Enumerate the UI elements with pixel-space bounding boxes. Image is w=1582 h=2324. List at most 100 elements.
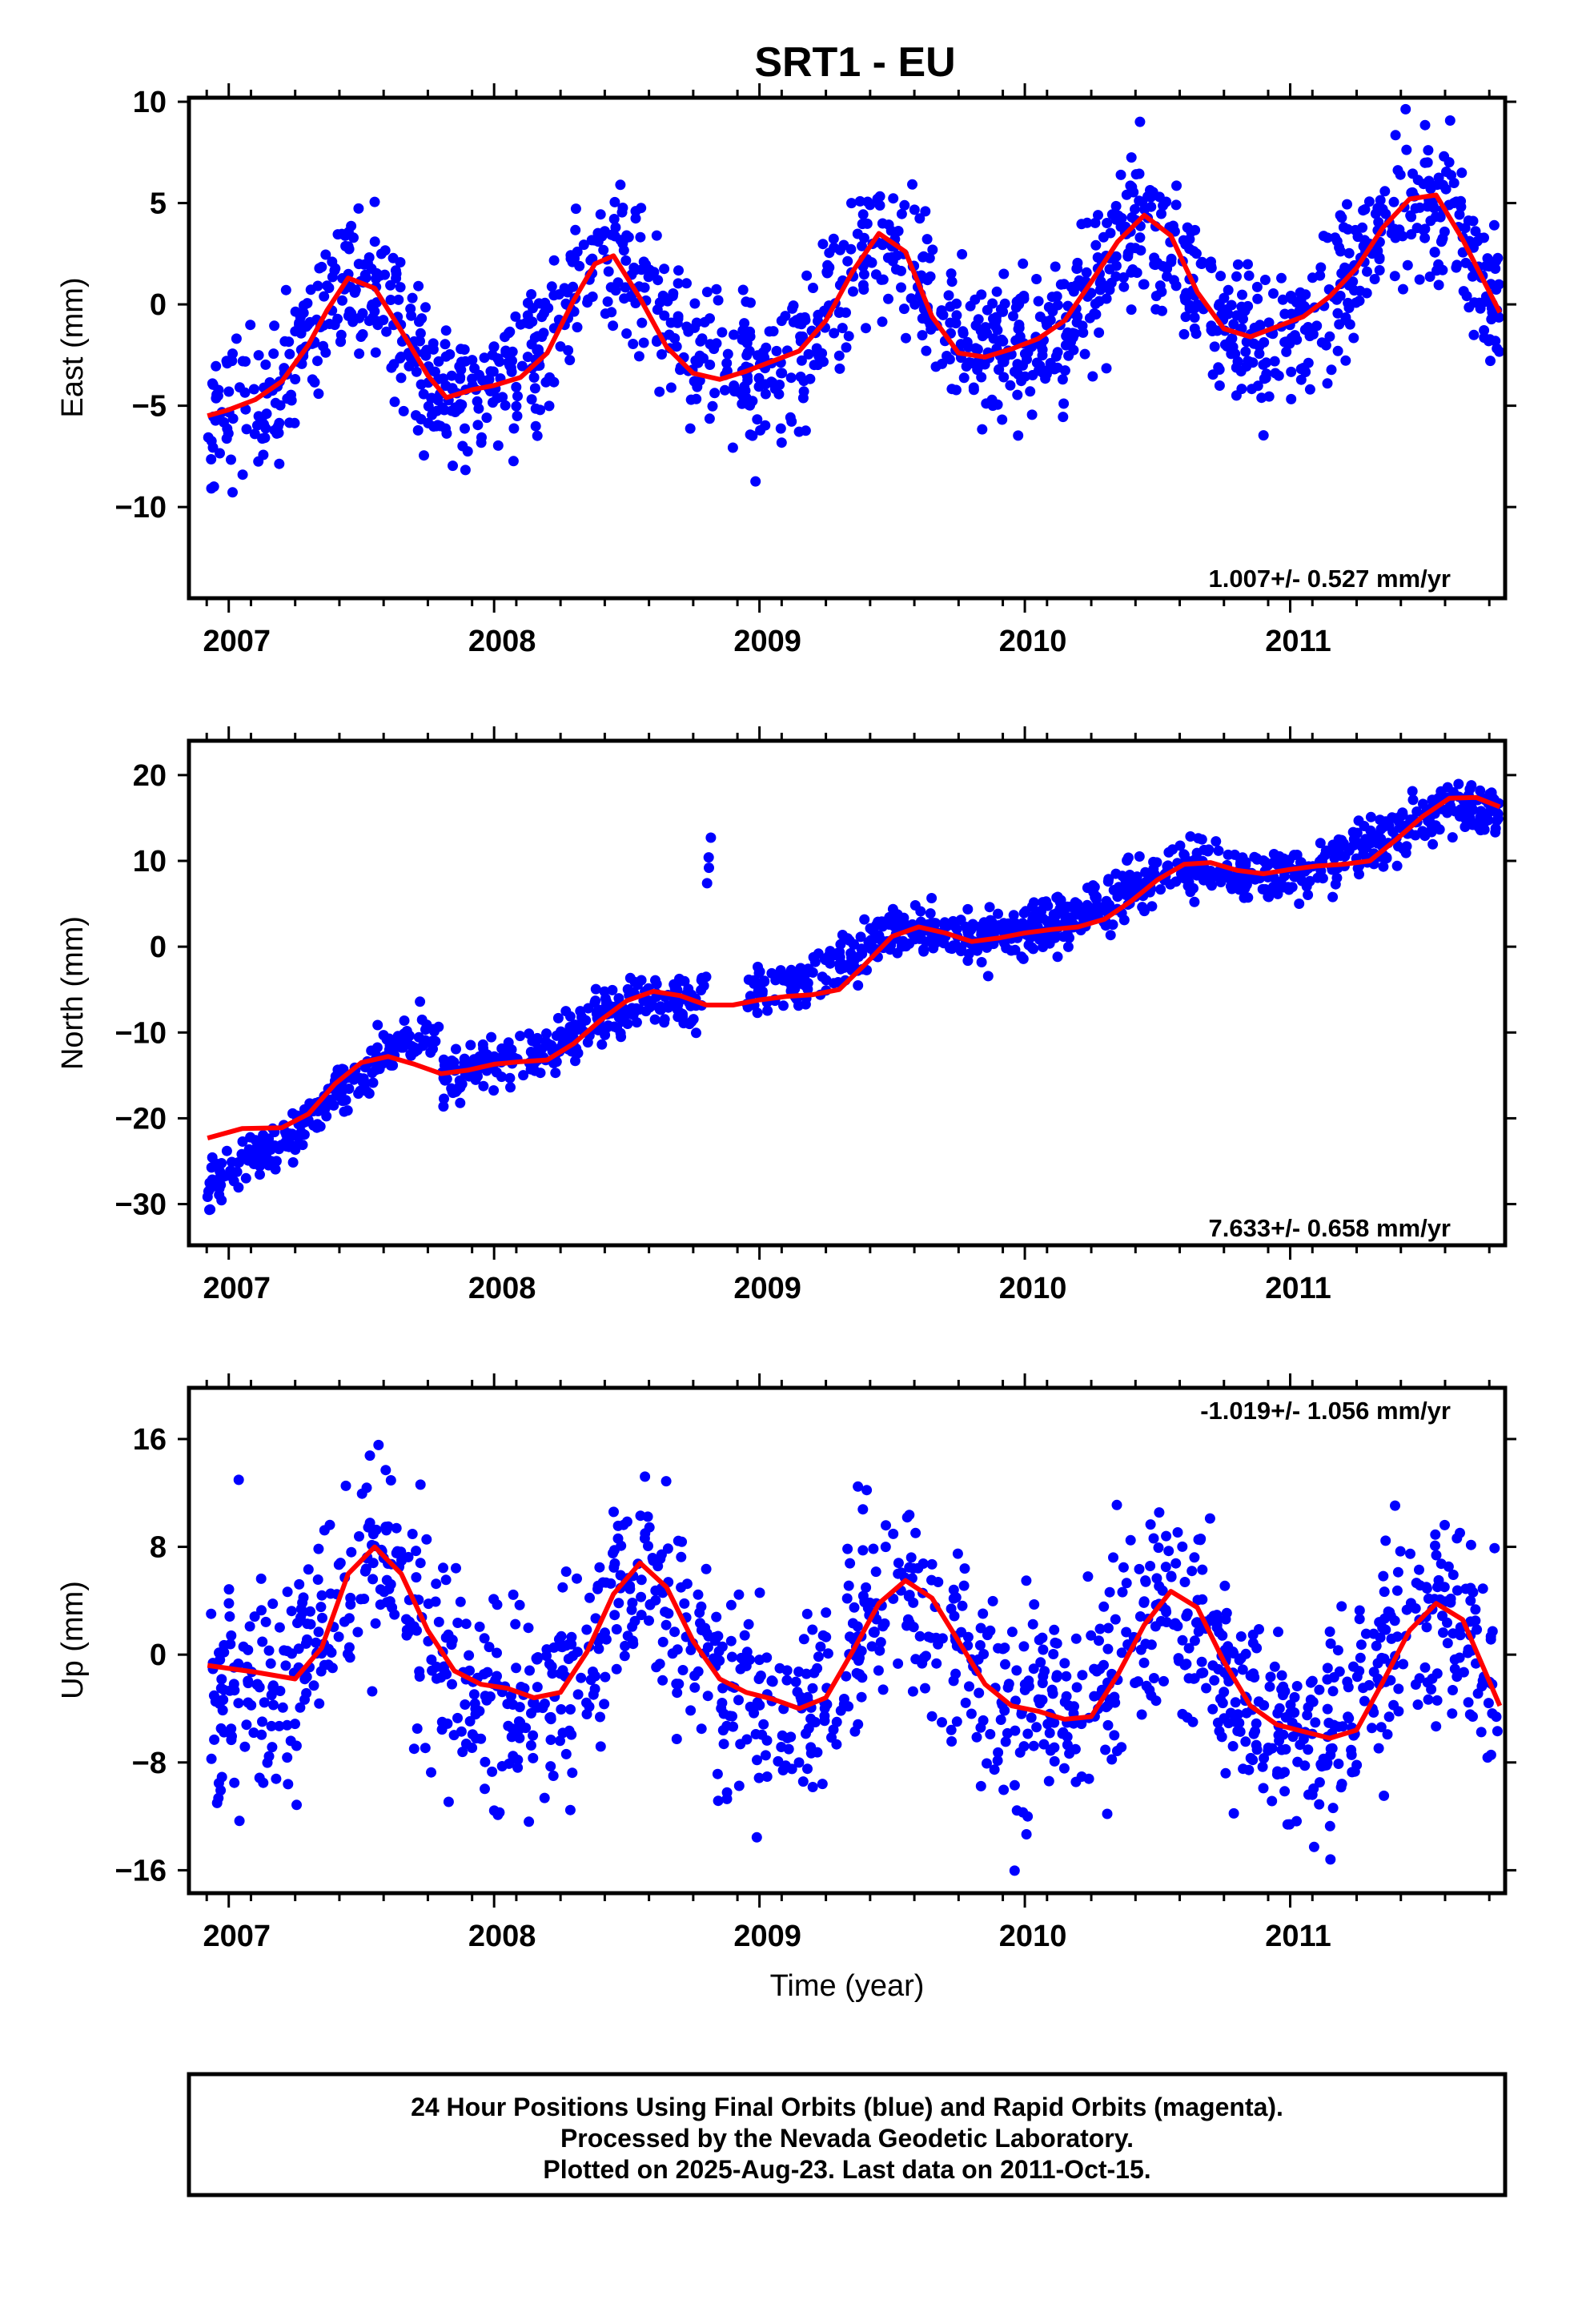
north-data-point	[583, 1003, 594, 1014]
up-data-point	[433, 1616, 444, 1627]
up-data-point	[294, 1578, 305, 1590]
east-data-point	[418, 388, 429, 400]
north-data-point	[616, 1031, 627, 1043]
north-x-tick-label: 2011	[1265, 1272, 1331, 1305]
up-data-point	[539, 1792, 550, 1803]
north-data-point	[392, 1031, 404, 1042]
up-data-point	[243, 1675, 254, 1687]
north-data-point	[361, 1086, 372, 1097]
east-data-point	[413, 280, 424, 292]
east-data-point	[1025, 386, 1036, 397]
up-data-point	[479, 1633, 490, 1644]
up-data-point	[974, 1640, 986, 1651]
up-data-point	[572, 1647, 583, 1658]
up-data-point	[903, 1590, 914, 1602]
up-data-point	[1445, 1593, 1456, 1604]
up-data-point	[1220, 1767, 1231, 1779]
east-data-point	[565, 253, 576, 264]
up-data-point	[590, 1613, 601, 1624]
north-data-point	[1464, 783, 1476, 794]
east-data-point	[958, 326, 969, 337]
up-data-point	[1058, 1763, 1070, 1774]
east-data-point	[1146, 190, 1158, 200]
north-data-point	[1427, 838, 1439, 850]
up-data-point	[572, 1573, 582, 1584]
up-data-point	[1148, 1533, 1159, 1544]
east-data-point	[1227, 333, 1238, 344]
east-data-point	[921, 234, 933, 245]
up-data-point	[557, 1582, 568, 1593]
up-data-point	[901, 1620, 912, 1631]
up-data-point	[565, 1704, 576, 1715]
north-data-point	[622, 983, 633, 995]
north-data-point	[582, 1037, 593, 1048]
east-data-point	[809, 360, 820, 371]
east-data-point	[896, 208, 907, 219]
east-data-point	[207, 442, 219, 453]
east-data-point	[1261, 357, 1272, 368]
up-data-point	[415, 1558, 426, 1569]
east-data-point	[1237, 289, 1247, 300]
north-data-point	[1001, 943, 1012, 954]
up-data-point	[1146, 1639, 1157, 1651]
east-data-point	[1243, 300, 1254, 312]
east-data-point	[603, 266, 614, 277]
north-data-point	[938, 919, 950, 931]
up-data-point	[1111, 1499, 1122, 1510]
north-data-point	[373, 1063, 384, 1074]
east-data-point	[540, 376, 552, 388]
east-data-point	[1298, 363, 1309, 373]
east-data-point	[330, 263, 341, 274]
up-data-point	[1465, 1539, 1476, 1550]
up-data-point	[712, 1768, 723, 1779]
up-data-point	[809, 1667, 820, 1679]
up-data-point	[514, 1599, 525, 1610]
east-data-point	[644, 264, 655, 275]
east-data-point	[226, 454, 236, 465]
up-data-point	[1279, 1786, 1291, 1797]
up-data-point	[238, 1641, 249, 1652]
east-data-point	[1156, 286, 1167, 297]
east-data-point	[1285, 291, 1296, 301]
east-data-point	[665, 382, 677, 393]
up-data-point	[805, 1713, 817, 1724]
east-data-point	[1171, 180, 1182, 191]
north-y-tick-label: 20	[133, 759, 167, 793]
up-data-point	[455, 1596, 466, 1607]
up-data-point	[974, 1687, 985, 1699]
north-data-point	[491, 1067, 502, 1078]
north-data-point	[1393, 841, 1403, 852]
north-y-tick-label: −10	[115, 1016, 167, 1050]
east-data-point	[1118, 272, 1129, 283]
east-data-point	[808, 283, 818, 293]
up-data-point	[978, 1608, 989, 1619]
east-data-point	[474, 369, 484, 380]
east-data-point	[1041, 365, 1052, 376]
east-data-point	[354, 348, 365, 360]
up-data-point	[305, 1606, 315, 1617]
up-data-point	[340, 1480, 351, 1491]
up-data-point	[260, 1616, 271, 1627]
up-data-point	[1028, 1740, 1039, 1751]
north-data-point	[321, 1111, 332, 1122]
north-data-point	[353, 1088, 364, 1100]
up-x-tick-label: 2007	[203, 1920, 271, 1953]
east-data-point	[391, 273, 402, 283]
up-data-point	[752, 1755, 762, 1766]
up-data-point	[613, 1598, 624, 1609]
up-data-point	[1009, 1865, 1020, 1876]
east-data-point	[848, 286, 858, 297]
east-data-point	[858, 269, 869, 280]
north-data-point	[963, 948, 974, 959]
up-data-point	[1089, 1663, 1100, 1675]
up-data-point	[1438, 1627, 1448, 1638]
east-data-point	[416, 313, 428, 324]
up-data-point	[1130, 1678, 1141, 1688]
north-data-point	[762, 1005, 773, 1016]
up-data-point	[790, 1676, 801, 1687]
up-data-point	[456, 1726, 467, 1737]
east-data-point	[1184, 303, 1195, 314]
north-data-point	[1050, 931, 1061, 942]
up-data-point	[1465, 1595, 1476, 1606]
